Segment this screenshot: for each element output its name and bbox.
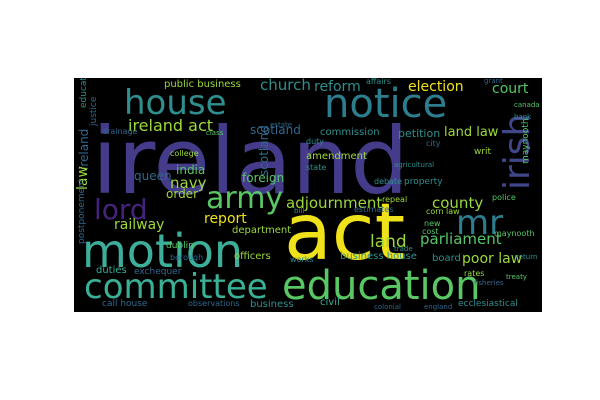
word-election: election — [408, 79, 464, 95]
word-county: county — [432, 194, 484, 212]
word-bank: bank — [514, 113, 532, 121]
word-grant: grant — [484, 78, 503, 85]
word-corn-law: corn law — [426, 207, 460, 216]
word-maynooth: maynooth — [494, 229, 535, 238]
word-justice: justice — [89, 96, 99, 126]
word-duties: duties — [96, 265, 127, 276]
word-ireland-act: ireland act — [128, 116, 214, 135]
word-parliament: parliament — [420, 230, 502, 248]
word-commission: commission — [320, 127, 380, 138]
word-observations: observations — [188, 299, 240, 308]
word-business-house: business house — [340, 251, 417, 262]
word-mr: mr — [456, 203, 504, 243]
word-cloud: ireland act house notice motion committe… — [74, 78, 542, 312]
word-state: state — [306, 163, 327, 172]
word-board: board — [432, 253, 461, 264]
word-dublin: dublin — [166, 241, 194, 251]
word-army: army — [206, 181, 284, 216]
word-petition: petition — [398, 127, 441, 140]
word-committee: committee — [84, 267, 268, 307]
word-postponement: postponement — [77, 178, 87, 244]
word-house: house — [124, 83, 227, 123]
word-debate: debate — [374, 177, 403, 186]
word-report: report — [204, 211, 247, 227]
word-adjournment: adjournment — [286, 194, 383, 212]
word-order: order — [166, 187, 198, 201]
word-duty: duty — [306, 137, 325, 146]
word-ireland-vertical: ireland — [77, 128, 91, 170]
word-drainage: drainage — [102, 127, 138, 136]
word-cost: cost — [422, 227, 439, 236]
word-education: education — [282, 263, 481, 309]
word-colonial: colonial — [374, 303, 401, 311]
word-amendment: amendment — [306, 151, 367, 162]
word-poor-law: poor law — [462, 251, 523, 267]
word-foreign: foreign — [242, 171, 285, 185]
word-works: works — [290, 255, 314, 264]
word-maynooth-vertical: maynooth — [521, 118, 531, 164]
word-act: act — [284, 188, 406, 278]
word-borough: borough — [170, 253, 204, 262]
word-call-house: call house — [102, 299, 148, 309]
word-property: property — [404, 177, 443, 187]
word-fisheries: fisheries — [474, 279, 504, 287]
word-rates: rates — [464, 269, 485, 278]
word-england: england — [424, 303, 453, 311]
word-land-law: land law — [444, 125, 499, 140]
word-college: college — [170, 149, 199, 158]
word-class: class — [206, 129, 224, 137]
word-court: court — [492, 81, 529, 97]
word-public-business: public business — [164, 79, 241, 90]
word-department: department — [232, 225, 292, 236]
word-land: land — [370, 232, 407, 252]
word-affairs: affairs — [366, 78, 391, 86]
word-return: return — [516, 253, 538, 261]
word-new: new — [424, 219, 441, 228]
word-repeal: repeal — [382, 195, 408, 204]
word-scotland: scotland — [250, 123, 301, 137]
word-police: police — [492, 193, 516, 202]
word-lord: lord — [94, 193, 148, 226]
word-scotland-vertical: scotland — [257, 125, 271, 176]
word-notice: notice — [324, 81, 448, 127]
word-reform: reform — [314, 79, 361, 95]
word-business: business — [250, 299, 294, 310]
word-queen: queen — [134, 169, 172, 183]
word-trade: trade — [394, 245, 413, 253]
word-city: city — [426, 139, 441, 148]
word-writ: writ — [474, 147, 492, 157]
word-canada: canada — [514, 101, 540, 109]
word-india: india — [176, 163, 206, 177]
word-ireland: ireland — [92, 108, 409, 215]
word-railway: railway — [114, 217, 165, 233]
word-treaty: treaty — [506, 273, 527, 281]
word-bill: bill — [294, 207, 305, 215]
word-education-vertical: education — [79, 78, 89, 108]
word-officers: officers — [234, 251, 271, 262]
word-motion: motion — [82, 224, 244, 278]
word-exchequer: exchequer — [134, 267, 182, 277]
word-navy: navy — [170, 174, 207, 192]
word-church: church — [260, 78, 311, 94]
word-civil: civil — [320, 297, 340, 308]
word-estimates: estimates — [354, 205, 394, 214]
word-estate: estate — [270, 121, 293, 129]
word-agricultural: agricultural — [394, 161, 435, 169]
word-ecclesiastical: ecclesiastical — [458, 299, 518, 309]
